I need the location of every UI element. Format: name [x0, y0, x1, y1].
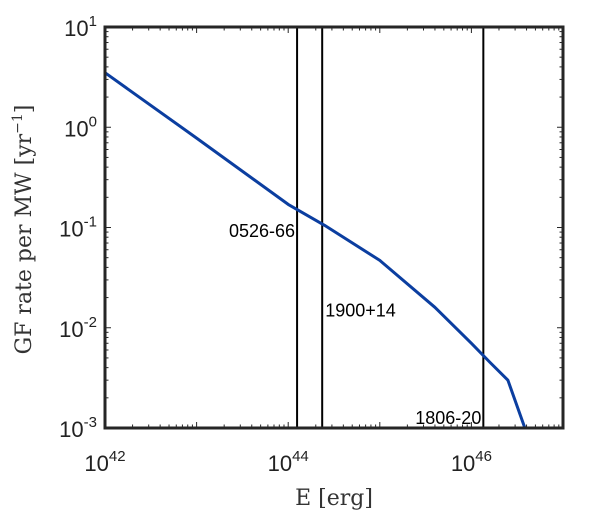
x-tick-label: 1042	[84, 448, 125, 476]
marker-label-2: 1900+14	[325, 300, 396, 320]
x-tick-label: 1046	[451, 448, 492, 476]
x-tick-label: 1044	[268, 448, 309, 476]
x-axis-label: E [erg]	[295, 486, 373, 511]
marker-label-3: 1806-20	[415, 408, 481, 428]
y-axis-label: GF rate per MW [yr−1]	[10, 105, 37, 355]
y-tick-label: 10-1	[59, 214, 97, 242]
marker-label-1: 0526-66	[229, 221, 295, 241]
y-tick-label: 100	[64, 113, 97, 141]
y-tick-label: 10-3	[59, 414, 97, 442]
y-tick-label: 10-2	[59, 314, 97, 342]
y-tick-label: 101	[64, 13, 97, 41]
